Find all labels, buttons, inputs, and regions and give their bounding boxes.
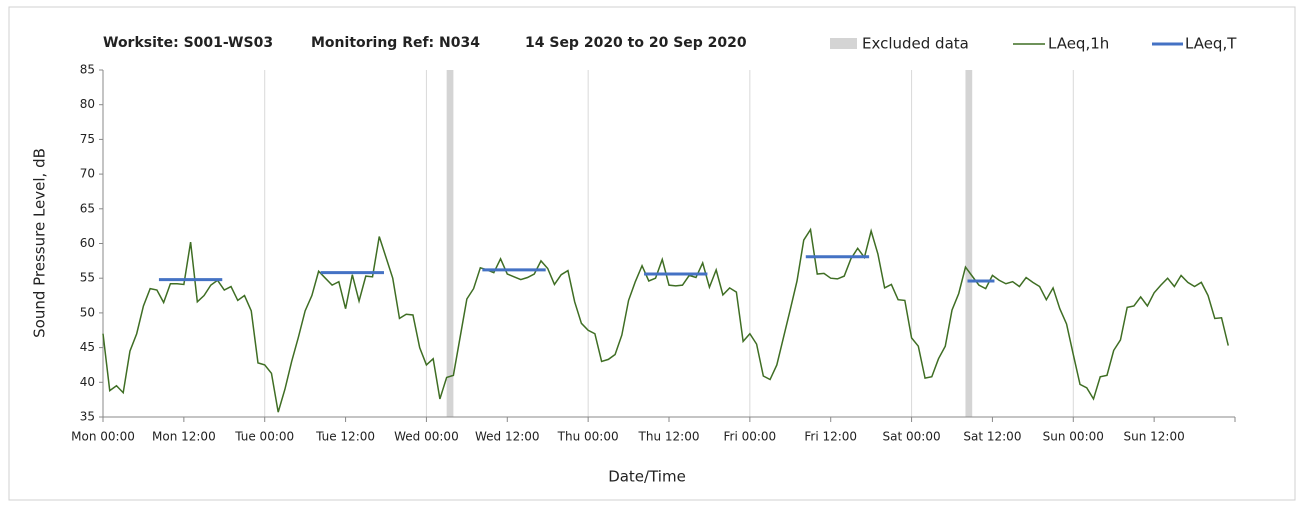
y-tick-label: 55 [80,271,95,285]
y-tick-label: 75 [80,132,95,146]
legend-label: LAeq,1h [1048,35,1109,53]
x-tick-label: Mon 00:00 [71,430,135,444]
x-tick-label: Sat 00:00 [883,430,941,444]
x-tick-label: Fri 00:00 [724,430,777,444]
x-tick-label: Thu 00:00 [557,430,619,444]
y-tick-label: 50 [80,305,95,319]
legend-label: Excluded data [862,35,969,53]
x-tick-label: Tue 12:00 [315,430,375,444]
y-tick-label: 40 [80,375,95,389]
y-tick-label: 60 [80,236,95,250]
x-tick-label: Fri 12:00 [804,430,857,444]
series-line [102,227,1229,413]
x-axis-label: Date/Time [608,468,686,486]
y-tick-label: 35 [80,410,95,424]
y-axis-label: Sound Pressure Level, dB [31,148,49,338]
y-tick-label: 85 [80,63,95,77]
excluded-band [965,70,973,417]
x-tick-label: Wed 12:00 [475,430,540,444]
y-tick-label: 80 [80,97,95,111]
y-tick-label: 70 [80,167,95,181]
x-tick-label: Sun 12:00 [1124,430,1185,444]
legend-swatch [830,38,857,49]
chart-title: 14 Sep 2020 to 20 Sep 2020 [525,35,747,51]
frame [8,6,1296,501]
excluded-band [446,70,454,417]
x-tick-label: Sun 00:00 [1043,430,1104,444]
x-tick-label: Sat 12:00 [963,430,1021,444]
x-tick-label: Thu 12:00 [638,430,700,444]
legend-label: LAeq,T [1185,35,1237,53]
chart-title: Monitoring Ref: N034 [311,35,480,51]
series-line [158,255,995,283]
y-tick-label: 45 [80,340,95,354]
chart-title: Worksite: S001-WS03 [103,35,273,51]
x-tick-label: Wed 00:00 [394,430,459,444]
y-tick-label: 65 [80,201,95,215]
x-tick-label: Mon 12:00 [152,430,216,444]
x-tick-label: Tue 00:00 [234,430,294,444]
